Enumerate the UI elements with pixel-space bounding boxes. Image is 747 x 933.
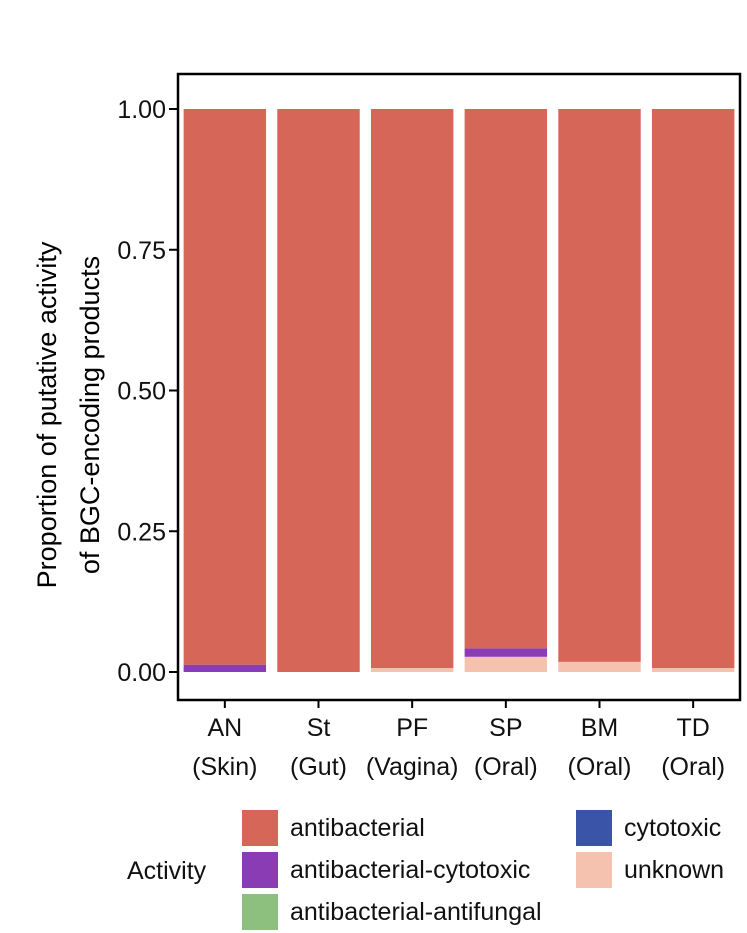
x-tick-label-sp: SP (489, 714, 522, 742)
x-tick-sublabel-td: (Oral) (661, 753, 725, 781)
y-tick-label: 0.00 (117, 659, 166, 687)
bar-an-antibacterial (183, 109, 267, 665)
bar-sp-antibacterial (464, 109, 548, 649)
bar-bm-antibacterial (558, 109, 641, 662)
x-tick-label-pf: PF (396, 714, 428, 742)
y-tick-label: 0.25 (117, 518, 166, 546)
legend-label-unknown: unknown (624, 856, 724, 884)
x-axis: AN (Skin) St (Gut) PF (Vagina) SP (Oral) BM (Oral… (192, 700, 725, 781)
y-tick-label: 0.75 (117, 237, 166, 265)
x-tick-sublabel-bm: (Oral) (568, 753, 632, 781)
legend: Activity antibacterial antibacterial-cytot… (127, 810, 724, 930)
bar-td-antibacterial (651, 109, 735, 669)
x-tick-label-td: TD (677, 714, 710, 742)
legend-title: Activity (127, 857, 207, 885)
y-tick-label: 0.50 (117, 378, 166, 406)
legend-swatch-cytotoxic (576, 810, 612, 846)
x-tick-label-bm: BM (581, 714, 619, 742)
legend-label-antibacterial-cytotoxic: antibacterial-cytotoxic (290, 856, 530, 884)
legend-swatch-unknown (576, 852, 612, 888)
bars-layer (183, 109, 735, 672)
legend-swatch-antibacterial-antifungal (242, 894, 278, 930)
legend-label-antibacterial-antifungal: antibacterial-antifungal (290, 898, 542, 926)
x-tick-label-an: AN (207, 714, 242, 742)
bar-st-antibacterial (277, 109, 360, 672)
legend-swatch-antibacterial-cytotoxic (242, 852, 278, 888)
legend-label-cytotoxic: cytotoxic (624, 814, 721, 842)
bar-an-antibacterial-cytotoxic (183, 664, 267, 672)
bar-pf-antibacterial (370, 109, 454, 669)
x-tick-sublabel-pf: (Vagina) (366, 753, 459, 781)
bar-td-unknown (651, 668, 735, 672)
bar-sp-antibacterial-cytotoxic (464, 648, 548, 657)
x-tick-sublabel-st: (Gut) (290, 753, 347, 781)
plot-frame (176, 72, 742, 702)
y-axis-title-line-2: of BGC-encoding products (75, 256, 105, 574)
y-axis-title-line-1: Proportion of putative activity (32, 241, 62, 588)
bar-bm-unknown (558, 661, 641, 672)
bar-sp-unknown (464, 656, 548, 672)
bar-pf-unknown (370, 668, 454, 672)
x-tick-sublabel-sp: (Oral) (474, 753, 538, 781)
y-tick-label: 1.00 (117, 96, 166, 124)
y-axis: 0.00 0.25 0.50 0.75 1.00 (117, 96, 178, 687)
x-tick-label-st: St (307, 714, 331, 742)
x-tick-sublabel-an: (Skin) (192, 753, 257, 781)
legend-label-antibacterial: antibacterial (290, 814, 425, 842)
legend-swatch-antibacterial (242, 810, 278, 846)
